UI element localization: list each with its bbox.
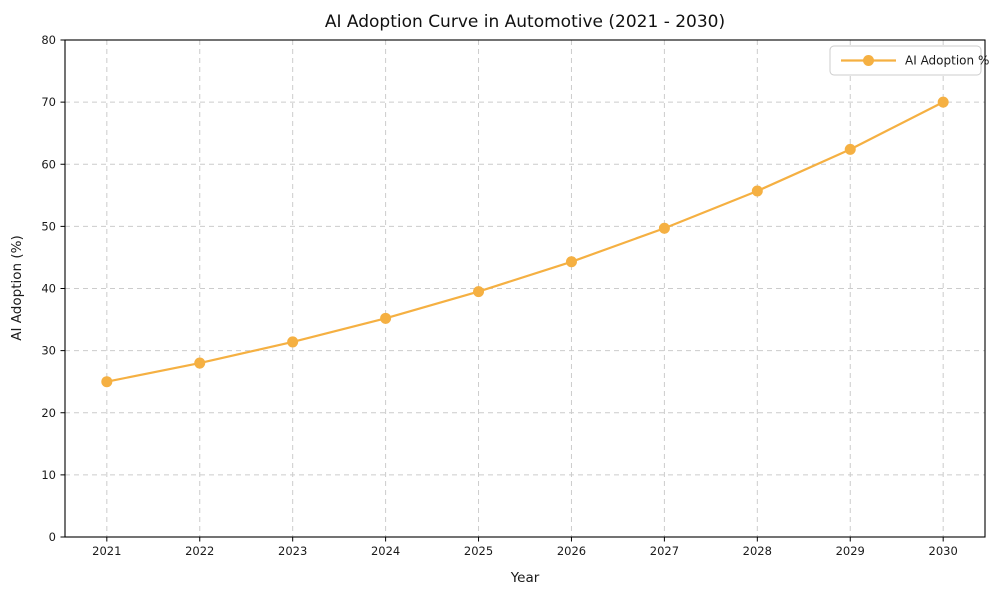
data-point xyxy=(751,185,763,197)
y-tick-label: 80 xyxy=(41,33,56,47)
y-tick-label: 40 xyxy=(41,282,56,296)
x-tick-label: 2028 xyxy=(743,544,772,558)
y-tick-label: 30 xyxy=(41,344,56,358)
y-tick-label: 50 xyxy=(41,219,56,233)
data-point xyxy=(658,222,670,234)
x-tick-label: 2030 xyxy=(929,544,958,558)
data-point xyxy=(380,312,392,324)
x-tick-label: 2024 xyxy=(371,544,400,558)
data-point xyxy=(101,376,113,388)
y-tick-label: 70 xyxy=(41,95,56,109)
chart-title: AI Adoption Curve in Automotive (2021 - … xyxy=(325,12,725,32)
y-tick-label: 60 xyxy=(41,157,56,171)
axis-layer: 2021 2022 2023 2024 2025 2026 2027 2028 2029 2030… xyxy=(41,33,986,558)
x-tick-label: 2027 xyxy=(650,544,679,558)
x-tick-label: 2022 xyxy=(185,544,214,558)
x-tick-label: 2023 xyxy=(278,544,307,558)
plot-border xyxy=(64,39,986,538)
y-tick-label: 20 xyxy=(41,406,56,420)
data-point xyxy=(287,336,299,348)
x-axis-label: Year xyxy=(510,570,540,586)
legend-box xyxy=(829,45,982,76)
x-tick-label: 2026 xyxy=(557,544,586,558)
x-tick-label: 2025 xyxy=(464,544,493,558)
grid-layer xyxy=(65,40,985,537)
legend: AI Adoption % xyxy=(829,45,989,76)
data-point xyxy=(194,357,206,369)
y-tick-label: 0 xyxy=(49,530,56,544)
data-point xyxy=(844,143,856,155)
series-line xyxy=(105,101,945,383)
x-tick-label: 2029 xyxy=(836,544,865,558)
data-point xyxy=(937,96,949,108)
data-point xyxy=(473,286,485,298)
data-point xyxy=(565,256,577,268)
x-tick-label: 2021 xyxy=(92,544,121,558)
y-tick-label: 10 xyxy=(41,468,56,482)
y-axis-label: AI Adoption (%) xyxy=(9,235,25,340)
data-series-layer xyxy=(101,96,949,388)
legend-marker-icon xyxy=(863,55,874,66)
legend-label: AI Adoption % xyxy=(905,54,989,68)
